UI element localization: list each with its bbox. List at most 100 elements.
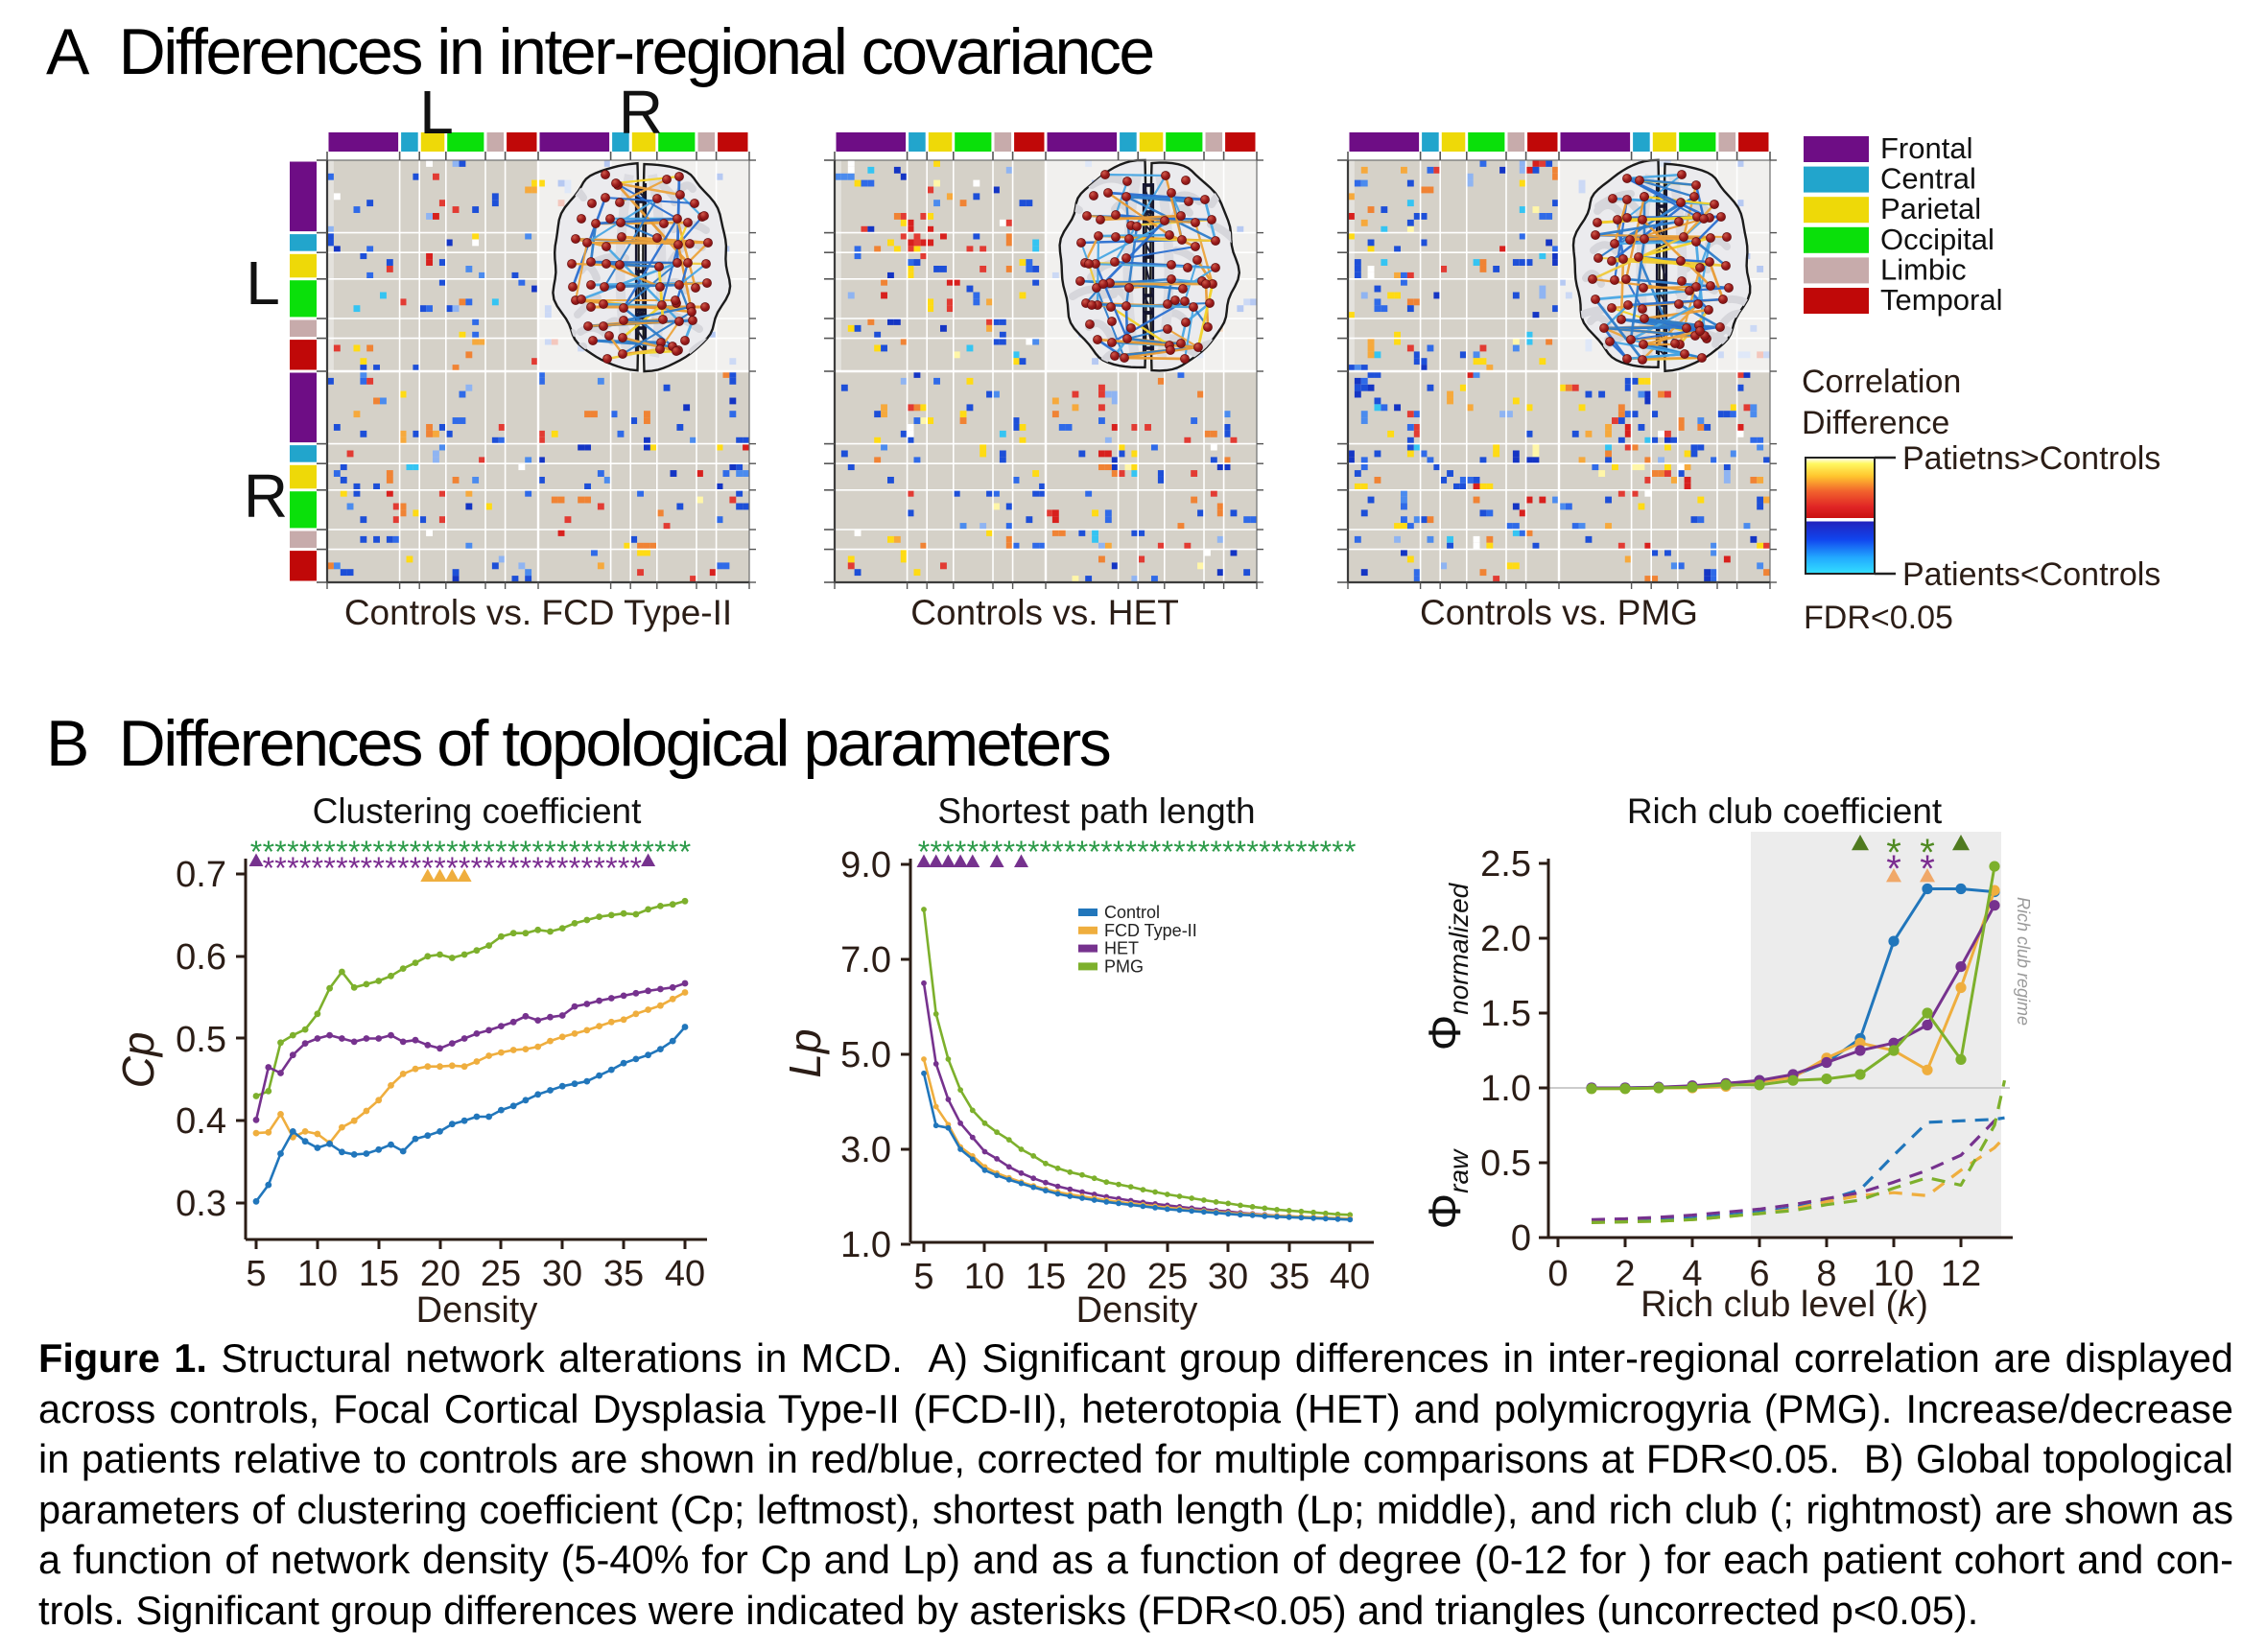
- svg-text:0: 0: [1547, 1254, 1568, 1294]
- svg-text:5: 5: [913, 1257, 933, 1297]
- svg-text:Density: Density: [416, 1290, 538, 1331]
- svg-text:*: *: [434, 835, 445, 869]
- svg-text:*: *: [605, 835, 617, 869]
- svg-text:Frontal: Frontal: [1880, 131, 1972, 165]
- svg-text:*: *: [531, 851, 543, 885]
- svg-text:*: *: [274, 835, 286, 869]
- svg-text:FCD Type-II: FCD Type-II: [1104, 921, 1197, 940]
- svg-text:Limbic: Limbic: [1880, 252, 1967, 286]
- svg-text:*: *: [1137, 835, 1148, 869]
- svg-text:*: *: [1186, 835, 1197, 869]
- svg-text:*: *: [618, 851, 629, 885]
- svg-text:Central: Central: [1880, 162, 1976, 196]
- svg-text:*: *: [495, 835, 507, 869]
- svg-text:*: *: [556, 835, 568, 869]
- svg-text:Correlation: Correlation: [1802, 364, 1961, 400]
- svg-text:0.3: 0.3: [176, 1184, 226, 1224]
- svg-text:*: *: [667, 835, 678, 869]
- svg-text:*: *: [1198, 835, 1210, 869]
- svg-text:*: *: [654, 835, 666, 869]
- svg-text:*: *: [618, 835, 629, 869]
- svg-text:*: *: [520, 851, 531, 885]
- svg-text:*: *: [1271, 835, 1283, 869]
- svg-text:40: 40: [1330, 1257, 1370, 1297]
- svg-text:*: *: [459, 835, 470, 869]
- svg-text:15: 15: [1026, 1257, 1066, 1297]
- svg-text:*: *: [361, 835, 372, 869]
- svg-text:1.0: 1.0: [840, 1225, 891, 1265]
- svg-text:*: *: [446, 835, 458, 869]
- svg-text:*: *: [1051, 835, 1063, 869]
- svg-text:*: *: [1308, 835, 1319, 869]
- svg-text:0.4: 0.4: [176, 1101, 226, 1142]
- svg-text:10: 10: [964, 1257, 1004, 1297]
- svg-text:*: *: [531, 835, 543, 869]
- svg-text:5.0: 5.0: [840, 1035, 891, 1075]
- svg-text:FDR<0.05: FDR<0.05: [1804, 600, 1953, 636]
- svg-text:*: *: [1124, 835, 1136, 869]
- svg-text:Control: Control: [1104, 903, 1160, 922]
- svg-text:*: *: [385, 835, 396, 869]
- svg-text:*: *: [630, 851, 642, 885]
- svg-text:*: *: [1235, 835, 1246, 869]
- svg-text:*: *: [336, 851, 347, 885]
- svg-text:Φnormalized: Φnormalized: [1419, 882, 1474, 1050]
- svg-text:12: 12: [1941, 1254, 1981, 1294]
- svg-text:10: 10: [1874, 1254, 1914, 1294]
- svg-text:*: *: [312, 835, 323, 869]
- svg-text:30: 30: [1208, 1257, 1248, 1297]
- svg-text:Patients<Controls: Patients<Controls: [1902, 556, 2160, 593]
- svg-text:7.0: 7.0: [840, 940, 891, 980]
- svg-text:*: *: [1149, 835, 1161, 869]
- svg-text:8: 8: [1816, 1254, 1836, 1294]
- svg-text:*: *: [569, 851, 580, 885]
- svg-text:*: *: [979, 835, 990, 869]
- svg-text:*: *: [372, 851, 384, 885]
- svg-text:Shortest path length: Shortest path length: [937, 791, 1255, 831]
- svg-text:*: *: [397, 851, 409, 885]
- svg-text:*: *: [593, 851, 604, 885]
- svg-text:*: *: [544, 851, 555, 885]
- svg-text:Temporal: Temporal: [1880, 283, 2003, 317]
- svg-text:R: R: [619, 78, 663, 147]
- svg-text:*: *: [1259, 835, 1270, 869]
- svg-text:4: 4: [1682, 1254, 1702, 1294]
- svg-text:*: *: [410, 851, 421, 885]
- svg-text:0.5: 0.5: [176, 1020, 226, 1060]
- svg-text:*: *: [1344, 835, 1356, 869]
- svg-text:*: *: [312, 851, 323, 885]
- svg-text:*: *: [287, 851, 298, 885]
- svg-text:*: *: [1027, 835, 1039, 869]
- svg-text:15: 15: [359, 1254, 399, 1294]
- svg-text:*: *: [1920, 832, 1935, 874]
- svg-text:*: *: [323, 851, 335, 885]
- svg-text:2: 2: [1615, 1254, 1635, 1294]
- svg-text:*: *: [1320, 835, 1332, 869]
- svg-text:*: *: [385, 851, 396, 885]
- svg-text:*: *: [299, 851, 311, 885]
- svg-text:*: *: [263, 851, 274, 885]
- svg-text:2.5: 2.5: [1480, 844, 1531, 885]
- svg-text:*: *: [483, 851, 494, 885]
- svg-text:*: *: [1210, 835, 1221, 869]
- svg-text:10: 10: [297, 1254, 338, 1294]
- svg-text:*: *: [372, 835, 384, 869]
- svg-text:*: *: [495, 851, 507, 885]
- svg-text:L: L: [246, 248, 280, 318]
- svg-text:0.5: 0.5: [1480, 1144, 1531, 1184]
- svg-text:*: *: [410, 835, 421, 869]
- svg-text:Clustering coefficient: Clustering coefficient: [313, 791, 642, 831]
- svg-text:6: 6: [1749, 1254, 1769, 1294]
- svg-text:*: *: [299, 835, 311, 869]
- svg-text:*: *: [1040, 835, 1051, 869]
- svg-text:*: *: [581, 835, 593, 869]
- svg-text:*: *: [422, 835, 434, 869]
- svg-text:*: *: [507, 835, 519, 869]
- svg-text:*: *: [348, 851, 360, 885]
- svg-text:*: *: [1076, 835, 1088, 869]
- svg-text:*: *: [1113, 835, 1124, 869]
- svg-text:20: 20: [1086, 1257, 1126, 1297]
- svg-text:*: *: [1064, 835, 1075, 869]
- svg-text:0: 0: [1511, 1218, 1531, 1259]
- svg-text:*: *: [605, 851, 617, 885]
